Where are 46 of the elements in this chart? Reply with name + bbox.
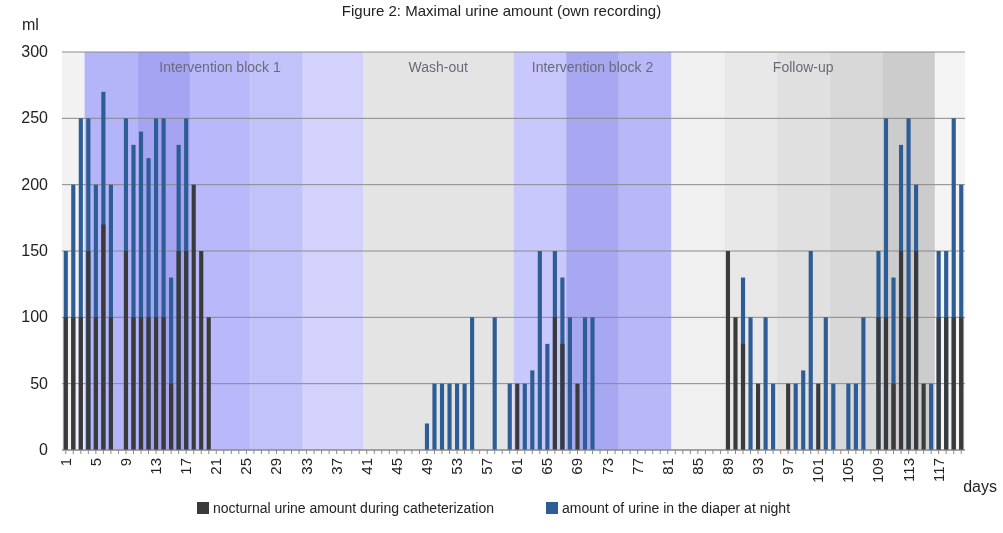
x-tick-label: 105 [839,458,857,484]
x-tick-label: 1 [56,458,74,467]
x-tick-label: 101 [809,458,827,484]
x-tick-label: 57 [478,458,496,475]
y-tick-label: 300 [21,43,49,60]
y-axis-title: ml [22,16,39,33]
x-tick-label: 97 [779,458,797,475]
x-tick-label: 65 [538,458,556,475]
y-tick-label: 100 [21,308,49,326]
x-tick-label: 9 [116,458,134,467]
chart-title: Figure 2: Maximal urine amount (own recording) [341,2,662,19]
x-tick-label: 17 [177,458,195,475]
x-tick-label: 81 [658,458,676,475]
band-label: Intervention block 1 [159,59,281,75]
y-tick-label: 150 [21,242,49,259]
y-tick-label: 250 [21,109,49,127]
x-tick-label: 5 [86,458,104,467]
legend-label: nocturnal urine amount during catheterization [213,500,494,516]
x-tick-label: 53 [448,458,466,475]
band-label: Follow-up [772,59,834,75]
x-tick-label: 93 [749,458,767,475]
band-label: Wash-out [408,59,469,75]
x-tick-label: 37 [327,458,345,475]
x-tick-label: 73 [598,458,616,475]
x-tick-label: 61 [508,458,526,475]
x-tick-label: 21 [207,458,225,475]
y-tick-label: 50 [30,374,49,392]
x-tick-label: 77 [628,458,646,475]
band-label: Intervention block 2 [531,59,654,75]
x-tick-label: 25 [237,458,255,475]
x-tick-label: 41 [357,458,375,475]
x-axis-title: days [963,478,997,495]
x-tick-label: 113 [899,458,917,482]
x-tick-label: 13 [147,458,165,475]
x-tick-label: 117 [929,458,947,482]
x-tick-label: 85 [688,458,706,475]
legend-label: amount of urine in the diaper at night [562,500,791,516]
y-tick-label: 0 [39,441,49,458]
x-tick-label: 45 [387,458,405,475]
x-tick-label: 33 [297,458,315,475]
x-tick-label: 49 [417,458,435,475]
y-tick-label: 200 [21,175,49,193]
x-tick-label: 29 [267,458,285,475]
x-tick-label: 69 [568,458,586,475]
x-tick-label: 109 [869,458,887,484]
x-tick-label: 89 [718,458,736,475]
